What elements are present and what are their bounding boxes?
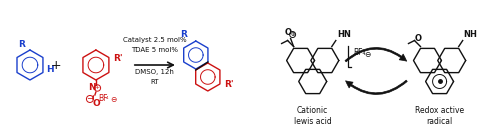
Text: Redox active
radical: Redox active radical <box>415 106 464 126</box>
Text: N: N <box>88 84 96 92</box>
Text: R': R' <box>224 80 233 90</box>
Text: O: O <box>92 99 100 108</box>
Text: R': R' <box>113 54 122 63</box>
Text: O: O <box>415 33 422 43</box>
Text: RT: RT <box>151 79 159 85</box>
Text: ₄: ₄ <box>106 95 108 100</box>
Text: O: O <box>285 28 292 37</box>
FancyArrowPatch shape <box>345 47 407 62</box>
Text: BF₄: BF₄ <box>353 48 366 57</box>
FancyArrowPatch shape <box>346 80 407 95</box>
Text: TDAE 5 mol%: TDAE 5 mol% <box>132 47 179 53</box>
Text: +: + <box>50 59 61 71</box>
Text: R: R <box>180 30 187 39</box>
Text: HN: HN <box>337 29 351 39</box>
Text: ⊖: ⊖ <box>364 50 371 59</box>
Text: Cationic
lewis acid: Cationic lewis acid <box>294 106 332 126</box>
Text: ⊖: ⊖ <box>110 95 116 105</box>
Text: BF: BF <box>98 95 108 103</box>
Text: DMSO, 12h: DMSO, 12h <box>135 69 174 75</box>
Text: NH: NH <box>464 29 478 39</box>
Text: H: H <box>46 64 54 74</box>
Text: ⊕: ⊕ <box>290 32 295 37</box>
Text: +: + <box>95 85 100 90</box>
Text: Catalyst 2.5 mol%: Catalyst 2.5 mol% <box>123 37 187 43</box>
Text: R: R <box>19 40 25 49</box>
Text: −: − <box>86 95 94 103</box>
